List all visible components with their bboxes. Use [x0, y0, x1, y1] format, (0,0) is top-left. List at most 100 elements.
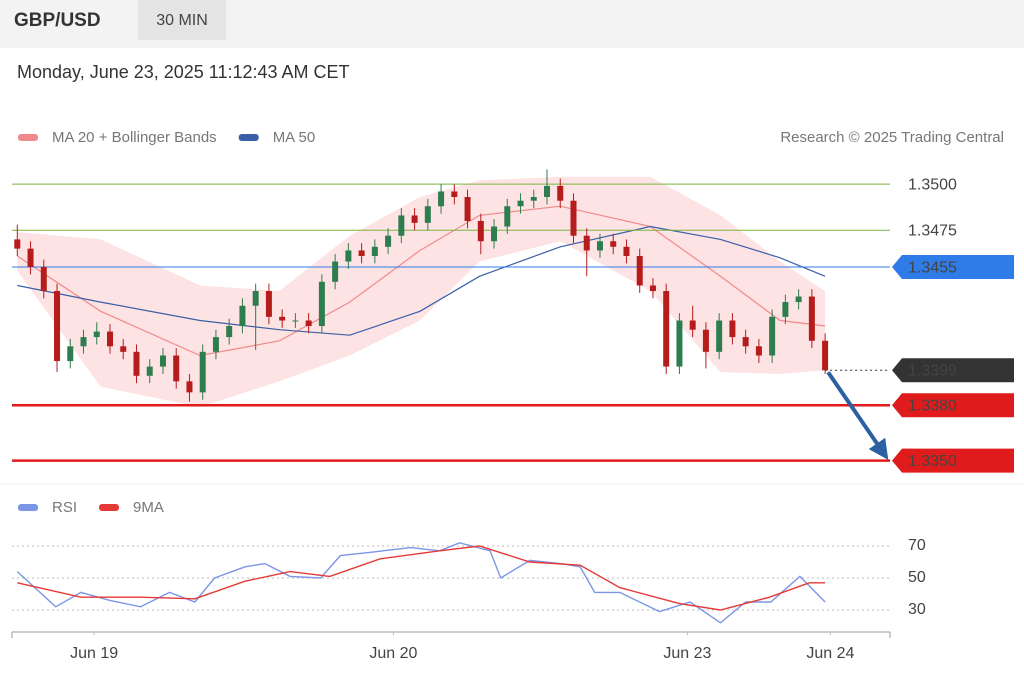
price-tag-label: 1.3399	[908, 362, 957, 379]
legend-swatch	[99, 504, 120, 511]
x-tick-label: Jun 20	[369, 645, 417, 662]
candle-body	[239, 305, 246, 327]
candle-body	[530, 197, 537, 201]
candle-body	[742, 337, 749, 347]
price-tag	[892, 358, 1014, 383]
candle-body	[385, 235, 392, 247]
candle-body	[649, 285, 656, 292]
candle-body	[716, 320, 723, 352]
y-tick-label: 30	[908, 601, 926, 618]
candle-body	[54, 291, 61, 362]
forecast-arrow	[826, 371, 889, 460]
candle-body	[424, 206, 431, 223]
interval: 30 MIN	[156, 12, 208, 29]
x-tick-label: Jun 24	[806, 645, 854, 662]
candle-body	[27, 248, 34, 268]
legend-swatch	[18, 134, 38, 141]
candle-body	[358, 250, 365, 256]
candle-body	[795, 296, 802, 303]
candle-body	[14, 239, 21, 249]
y-tick-label: 70	[908, 537, 926, 554]
candle-body	[689, 320, 696, 330]
candle-body	[199, 351, 206, 393]
candle-body	[186, 381, 193, 393]
candle-body	[729, 320, 736, 338]
candle-body	[822, 340, 829, 371]
candle-body	[451, 191, 458, 198]
candle-body	[544, 185, 551, 198]
y-tick-label: 50	[908, 569, 926, 586]
candle-body	[120, 346, 127, 352]
series-line	[17, 545, 826, 611]
price-tag	[892, 448, 1014, 473]
candle-body	[570, 200, 577, 236]
legend-label: MA 50	[273, 129, 316, 146]
candle-body	[93, 331, 100, 338]
candle-body	[40, 267, 47, 292]
candle-body	[318, 281, 325, 327]
candle-body	[252, 291, 259, 306]
series-line	[16, 542, 826, 624]
credit: Research © 2025 Trading Central	[780, 129, 1004, 146]
legend-label: RSI	[52, 499, 77, 516]
candle-body	[491, 226, 498, 242]
bollinger-band	[17, 176, 826, 408]
candle-body	[517, 200, 524, 207]
candle-body	[808, 296, 815, 341]
level-label: 1.3475	[908, 222, 957, 239]
candle-body	[663, 291, 670, 367]
candle-body	[226, 326, 233, 338]
candle-body	[557, 185, 564, 201]
x-tick-label: Jun 23	[663, 645, 711, 662]
candle-body	[477, 220, 484, 242]
candle-body	[755, 346, 762, 356]
candle-body	[504, 206, 511, 227]
candle-body	[769, 316, 776, 356]
candle-body	[464, 197, 471, 221]
candle-body	[583, 235, 590, 251]
candle-body	[67, 346, 74, 362]
candle-body	[610, 241, 617, 247]
candle-body	[371, 246, 378, 256]
candle-body	[438, 191, 445, 207]
candle-body	[279, 316, 286, 321]
candle-body	[398, 215, 405, 236]
candle-body	[305, 320, 312, 327]
price-tag-label: 1.3455	[908, 259, 957, 276]
candle-body	[345, 250, 352, 262]
x-tick-label: Jun 19	[70, 645, 118, 662]
timestamp: Monday, June 23, 2025 11:12:43 AM CET	[17, 62, 350, 82]
candle-body	[636, 255, 643, 286]
candle-body	[411, 215, 418, 223]
ma-line	[16, 205, 826, 357]
candle-body	[265, 291, 272, 317]
candle-body	[106, 331, 113, 347]
candle-body	[159, 355, 166, 367]
candle-body	[782, 302, 789, 317]
candle-body	[80, 337, 87, 347]
legend-label: 9MA	[133, 499, 164, 516]
price-tag-label: 1.3350	[908, 453, 957, 470]
symbol: GBP/USD	[14, 10, 101, 31]
candle-body	[332, 261, 339, 282]
candle-body	[596, 241, 603, 251]
candle-body	[173, 355, 180, 382]
price-tag	[892, 393, 1014, 418]
legend-label: MA 20 + Bollinger Bands	[52, 129, 217, 146]
candle-body	[133, 351, 140, 376]
candle-body	[212, 337, 219, 352]
candle-body	[146, 366, 153, 376]
legend-swatch	[18, 504, 38, 511]
ma-line	[17, 225, 826, 336]
legend-swatch	[238, 134, 259, 141]
interval-box	[138, 0, 226, 40]
price-tag-label: 1.3380	[908, 397, 957, 414]
candle-body	[676, 320, 683, 367]
price-tag	[892, 255, 1014, 280]
candle-body	[623, 246, 630, 256]
candle-body	[292, 320, 299, 322]
candle-body	[702, 329, 709, 352]
level-label: 1.3500	[908, 176, 957, 193]
